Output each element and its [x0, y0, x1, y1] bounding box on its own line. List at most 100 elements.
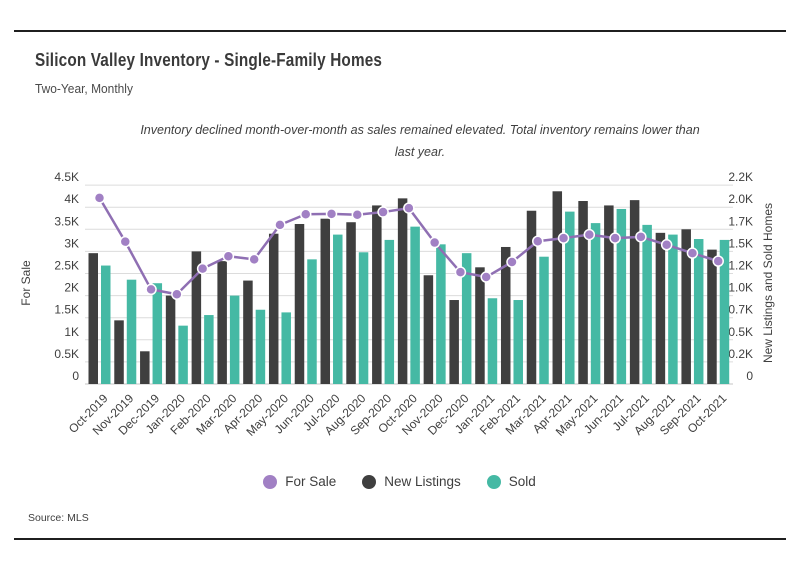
for-sale-point-Nov-2020 [428, 236, 441, 249]
for-sale-point-Oct-2019 [93, 192, 106, 204]
bar-new-listings-Jun-2020 [294, 223, 305, 384]
right-axis-tick: 0.5K [728, 325, 753, 339]
bar-new-listings-Mar-2020 [217, 261, 227, 384]
bar-sold-Sep-2021 [693, 239, 704, 384]
bar-sold-Aug-2021 [668, 234, 678, 384]
legend-label: For Sale [285, 474, 337, 489]
for-sale-point-Jan-2021 [480, 271, 492, 283]
for-sale-point-Oct-2020 [403, 202, 415, 214]
bar-new-listings-Oct-2021 [707, 249, 717, 384]
for-sale-point-May-2021 [583, 228, 596, 241]
bar-new-listings-Nov-2019 [114, 320, 124, 384]
bar-new-listings-Oct-2020 [397, 198, 408, 384]
bar-new-listings-Jul-2020 [320, 218, 331, 384]
for-sale-point-Aug-2021 [660, 239, 673, 251]
bar-sold-Oct-2020 [410, 226, 420, 384]
bar-sold-Mar-2020 [229, 295, 240, 384]
bar-new-listings-Apr-2021 [552, 191, 563, 384]
bar-sold-Feb-2021 [513, 300, 523, 384]
legend-label: New Listings [384, 474, 461, 489]
bar-new-listings-Aug-2021 [655, 232, 666, 384]
right-axis-tick: 1.2K [728, 259, 753, 273]
left-axis-tick: 2K [64, 281, 79, 295]
right-axis-title: New Listings and Sold Homes [761, 203, 775, 363]
page-subtitle: Two-Year, Monthly [35, 81, 133, 96]
bar-sold-Dec-2019 [152, 283, 163, 384]
right-axis-tick: 0.2K [728, 347, 753, 361]
legend-item-sold[interactable]: Sold [486, 474, 536, 489]
for-sale-point-Jun-2020 [299, 208, 312, 221]
bar-new-listings-Jan-2020 [165, 295, 176, 384]
bar-new-listings-Apr-2020 [243, 280, 253, 384]
bar-new-listings-Jan-2021 [475, 267, 485, 384]
for-sale-point-Feb-2020 [196, 262, 209, 275]
bar-new-listings-Jul-2021 [629, 200, 640, 384]
bar-new-listings-Aug-2020 [346, 222, 356, 384]
bar-sold-Jun-2021 [616, 208, 627, 384]
for-sale-point-Dec-2020 [454, 266, 467, 278]
chart-annotation: Inventory declined month-over-month as s… [140, 123, 700, 159]
top-rule [14, 30, 786, 32]
bar-sold-Feb-2020 [204, 315, 214, 384]
bar-new-listings-May-2021 [578, 201, 588, 384]
bar-sold-Oct-2021 [719, 239, 730, 384]
legend-dot-new-listings [362, 474, 377, 489]
legend-item-new-listings[interactable]: New Listings [362, 474, 461, 489]
bar-sold-May-2020 [281, 312, 291, 384]
bar-new-listings-Dec-2019 [140, 351, 150, 384]
for-sale-point-Sep-2021 [686, 247, 699, 259]
for-sale-point-Apr-2020 [248, 253, 260, 266]
bar-new-listings-May-2020 [268, 233, 279, 384]
for-sale-point-Jul-2021 [635, 231, 647, 243]
for-sale-point-Aug-2020 [351, 208, 364, 221]
bar-new-listings-Sep-2021 [681, 229, 691, 384]
left-axis-tick: 2.5K [54, 259, 79, 273]
left-axis-tick: 0.5K [54, 347, 79, 361]
bar-new-listings-Oct-2019 [88, 253, 98, 384]
left-axis-title: For Sale [19, 260, 33, 306]
bar-sold-Jul-2021 [642, 224, 652, 384]
left-axis-tick: 3K [64, 236, 79, 250]
bar-sold-Nov-2019 [126, 279, 137, 384]
right-axis-tick: 1.0K [728, 281, 753, 295]
bar-new-listings-Nov-2020 [423, 275, 434, 384]
page-title: Silicon Valley Inventory - Single-Family… [35, 50, 383, 70]
for-sale-point-Jan-2020 [171, 288, 183, 301]
bar-sold-Sep-2020 [384, 239, 395, 384]
for-sale-point-Nov-2019 [119, 235, 132, 248]
bar-new-listings-Feb-2020 [191, 251, 202, 384]
bar-sold-Apr-2020 [255, 309, 266, 384]
for-sale-point-Oct-2021 [712, 255, 724, 267]
bar-sold-Aug-2020 [358, 252, 369, 384]
bar-sold-Jan-2020 [178, 325, 188, 384]
right-axis-tick: 0 [746, 369, 753, 383]
for-sale-point-Jul-2020 [325, 208, 338, 220]
left-axis-tick: 1.5K [54, 303, 79, 317]
bar-new-listings-Sep-2020 [372, 205, 382, 384]
for-sale-point-Dec-2019 [145, 283, 157, 296]
for-sale-point-Mar-2021 [532, 235, 544, 247]
right-axis-tick: 0.7K [728, 303, 753, 317]
bar-sold-Mar-2021 [539, 256, 549, 384]
right-axis-tick: 1.7K [728, 214, 753, 228]
right-axis-tick: 2.2K [728, 170, 753, 184]
left-axis-tick: 4.5K [54, 170, 79, 184]
bar-sold-Dec-2020 [461, 253, 472, 384]
bar-new-listings-Dec-2020 [449, 300, 459, 384]
bar-sold-May-2021 [590, 223, 601, 384]
left-axis-tick: 0 [72, 369, 79, 383]
legend-item-for-sale[interactable]: For Sale [263, 474, 336, 489]
legend-dot-sold [486, 474, 501, 489]
for-sale-point-Apr-2021 [557, 232, 570, 244]
bar-new-listings-Mar-2021 [526, 210, 537, 384]
left-axis-tick: 1K [64, 325, 79, 339]
left-axis-tick: 4K [64, 192, 79, 206]
right-axis-tick: 1.5K [728, 236, 753, 250]
bar-sold-Oct-2019 [101, 265, 111, 384]
for-sale-point-May-2020 [274, 219, 286, 231]
bar-sold-Jul-2020 [333, 234, 343, 384]
for-sale-point-Mar-2020 [222, 250, 235, 263]
legend-dot-for-sale [263, 474, 278, 489]
bottom-rule [14, 538, 786, 540]
chart-legend: For Sale New Listings Sold [0, 474, 799, 489]
